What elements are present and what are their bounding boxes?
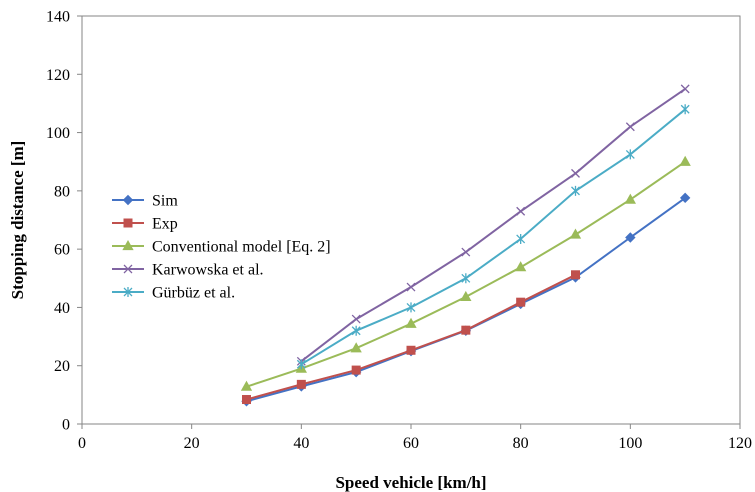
series-4 bbox=[296, 104, 690, 370]
legend-item: Exp bbox=[112, 216, 178, 233]
series-layer bbox=[240, 84, 691, 407]
data-point bbox=[406, 282, 416, 292]
data-point bbox=[516, 206, 526, 216]
legend-marker bbox=[122, 194, 134, 206]
data-point bbox=[625, 122, 635, 132]
data-point bbox=[461, 273, 471, 284]
y-tick-label: 40 bbox=[54, 300, 70, 317]
y-axis-title: Stopping distance [m] bbox=[8, 141, 27, 300]
legend-label: Exp bbox=[152, 216, 178, 233]
legend-label: Sim bbox=[152, 193, 178, 210]
series-line bbox=[300, 88, 686, 363]
data-point bbox=[350, 342, 362, 353]
legend-label: Gürbüz et al. bbox=[152, 285, 235, 302]
y-tick-label: 80 bbox=[54, 183, 70, 200]
data-point bbox=[242, 395, 251, 405]
data-point bbox=[571, 168, 580, 178]
series-2 bbox=[240, 155, 691, 391]
data-point bbox=[515, 261, 527, 272]
y-tick-label: 100 bbox=[46, 125, 70, 142]
data-point bbox=[625, 149, 635, 160]
legend-item: Sim bbox=[112, 193, 178, 210]
legend-item: Gürbüz et al. bbox=[112, 285, 235, 302]
plot-frame bbox=[81, 15, 741, 425]
x-tick-label: 20 bbox=[184, 435, 200, 452]
legend-marker bbox=[123, 264, 133, 274]
legend: Sim Exp Conventional model [Eq. 2] Karwowsk… bbox=[112, 193, 331, 302]
series-1 bbox=[242, 270, 580, 405]
data-point bbox=[680, 104, 690, 115]
data-point bbox=[461, 247, 471, 257]
axes: 0 20 40 60 80 100 120 0 20 40 60 80 100 120 140 bbox=[46, 9, 752, 453]
x-tick-label: 0 bbox=[78, 435, 86, 452]
legend-marker bbox=[122, 239, 134, 251]
data-point bbox=[625, 232, 636, 243]
data-point bbox=[624, 193, 636, 204]
legend-item: Karwowska et al. bbox=[112, 262, 264, 279]
x-axis-title: Speed vehicle [km/h] bbox=[335, 473, 486, 492]
data-point bbox=[516, 233, 526, 244]
data-point bbox=[569, 228, 582, 239]
data-point bbox=[405, 317, 417, 328]
legend-label: Conventional model [Eq. 2] bbox=[152, 239, 331, 256]
data-point bbox=[351, 325, 361, 336]
legend-label: Karwowska et al. bbox=[152, 262, 264, 279]
data-point bbox=[351, 365, 361, 375]
legend-marker bbox=[123, 287, 133, 297]
data-point bbox=[296, 359, 306, 370]
data-point bbox=[406, 302, 416, 313]
data-point bbox=[571, 185, 580, 196]
y-tick-label: 0 bbox=[62, 417, 70, 434]
x-tick-label: 60 bbox=[403, 435, 419, 452]
series-line bbox=[300, 108, 686, 366]
legend-marker bbox=[123, 218, 133, 228]
data-point bbox=[516, 297, 526, 307]
series-line bbox=[246, 273, 576, 401]
legend-item: Conventional model [Eq. 2] bbox=[112, 239, 331, 256]
data-point bbox=[571, 270, 580, 280]
data-point bbox=[296, 379, 306, 389]
data-point bbox=[460, 290, 472, 302]
y-tick-label: 120 bbox=[46, 67, 70, 84]
data-point bbox=[680, 84, 690, 94]
series-3 bbox=[296, 84, 690, 366]
y-tick-label: 20 bbox=[54, 358, 70, 375]
data-point bbox=[461, 325, 471, 335]
y-tick-label: 140 bbox=[46, 9, 70, 26]
y-tick-label: 60 bbox=[54, 242, 70, 259]
data-point bbox=[679, 155, 691, 166]
data-point bbox=[679, 192, 691, 204]
data-point bbox=[406, 345, 416, 355]
data-point bbox=[240, 380, 253, 391]
x-tick-label: 80 bbox=[513, 435, 529, 452]
x-tick-label: 120 bbox=[728, 435, 752, 452]
x-tick-label: 40 bbox=[293, 435, 309, 452]
data-point bbox=[351, 314, 361, 324]
x-tick-label: 100 bbox=[618, 435, 642, 452]
